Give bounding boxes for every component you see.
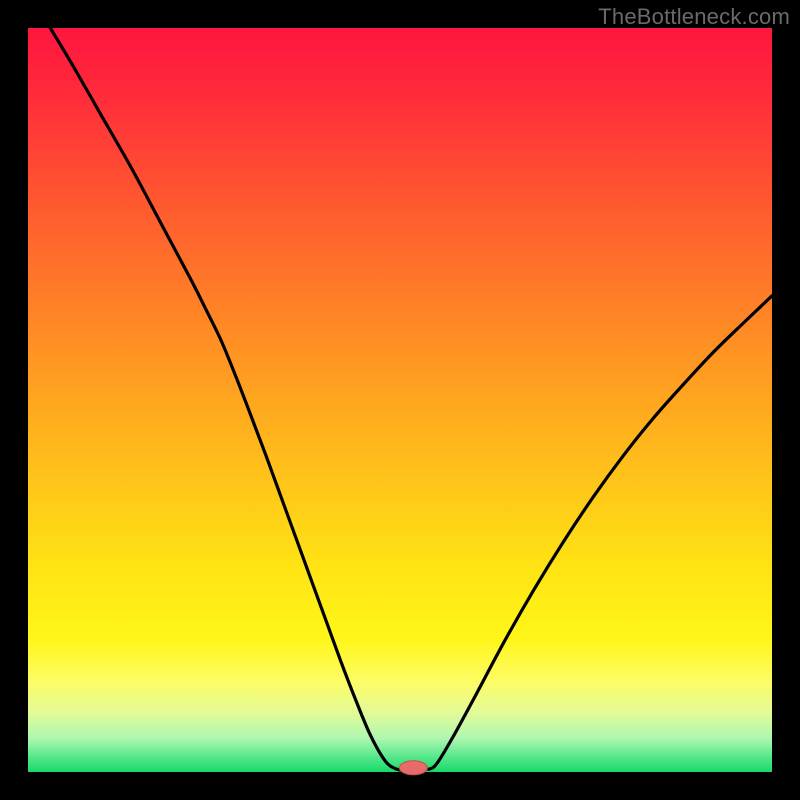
chart-frame: TheBottleneck.com xyxy=(0,0,800,800)
watermark-text: TheBottleneck.com xyxy=(598,4,790,30)
minimum-marker xyxy=(399,761,427,775)
bottleneck-chart xyxy=(0,0,800,800)
plot-background xyxy=(28,28,772,772)
